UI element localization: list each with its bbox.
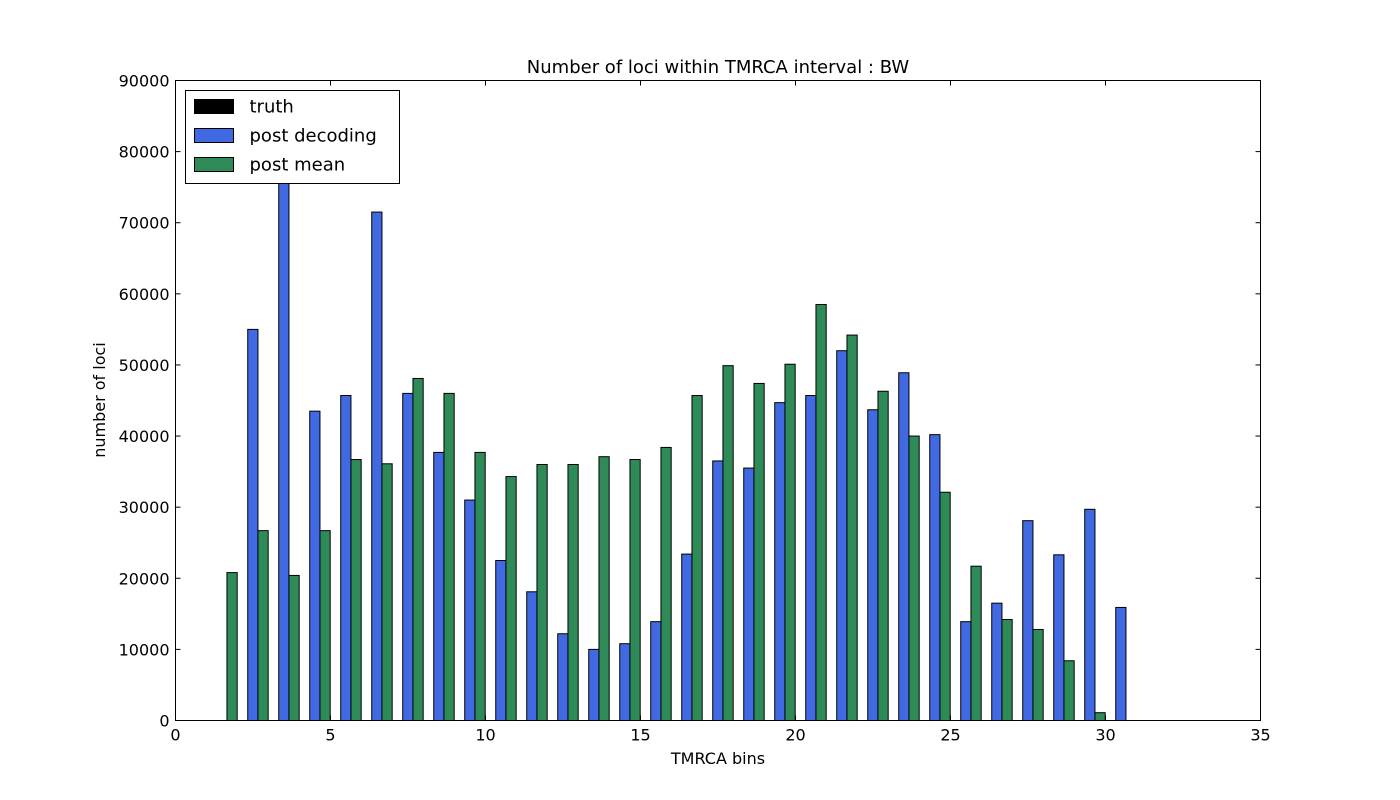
x-axis-label: TMRCA bins [670,749,765,768]
bar [226,572,238,721]
bar [278,179,290,722]
bar [743,467,755,721]
bar [1115,606,1127,722]
bar [567,464,579,721]
bar [557,633,569,721]
bar [712,460,724,721]
bar [650,621,662,722]
bar [753,382,765,721]
x-tick-label: 35 [1250,726,1270,745]
bar [846,334,858,721]
bar [350,459,362,721]
y-tick-label: 50000 [119,356,170,375]
y-axis-label: number of loci [90,342,109,458]
bar [464,499,476,721]
bar [371,211,383,722]
bar [691,395,703,721]
x-tick-label: 10 [475,726,495,745]
bar [722,365,734,721]
bar [257,530,269,722]
bar [288,574,300,722]
series-post-decoding [247,179,1127,722]
bar [588,648,600,722]
x-tick-label: 5 [325,726,335,745]
bar [505,476,517,722]
x-tick-label: 20 [785,726,805,745]
legend: truth post decoding post mean [185,90,400,184]
bar [629,459,641,721]
bar [495,560,507,721]
bars-group [226,179,1127,722]
y-tick-label: 70000 [119,214,170,233]
y-tick-label: 40000 [119,427,170,446]
y-tick-label: 10000 [119,640,170,659]
bar [474,451,486,721]
bar [402,392,414,721]
bar [1001,619,1013,721]
x-axis: 0 5 10 15 20 25 30 35 [170,80,1271,745]
bar [774,402,786,721]
legend-swatch [194,99,234,114]
legend-swatch [194,157,234,172]
bar [1094,712,1106,722]
bar [805,395,817,721]
bar [309,410,321,721]
bar [1063,660,1075,721]
legend-swatch [194,128,234,143]
bar [991,602,1003,722]
bar [319,530,331,722]
bar [1053,554,1065,721]
bar [526,591,538,721]
bar [877,390,889,721]
y-tick-label: 20000 [119,569,170,588]
bar [619,643,631,722]
bar [1084,508,1096,721]
bar [412,377,424,721]
bar [939,491,951,721]
bar [784,363,796,721]
x-tick-label: 25 [940,726,960,745]
x-tick-label: 30 [1095,726,1115,745]
y-tick-label: 60000 [119,285,170,304]
legend-label: post decoding [250,126,377,147]
legend-label: post mean [250,155,346,176]
series-post-mean [226,304,1106,722]
bar [970,565,982,722]
bar [867,409,879,721]
bar [929,434,941,721]
legend-label: truth [250,97,294,118]
x-tick-label: 15 [630,726,650,745]
plot-frame [175,80,1261,721]
bar [598,456,610,721]
bar [681,553,693,721]
y-tick-label: 80000 [119,143,170,162]
bar [815,304,827,721]
bar [381,463,393,721]
chart-title: Number of loci within TMRCA interval : B… [527,57,910,78]
y-tick-label: 0 [159,712,169,731]
bar [660,446,672,721]
bar [898,372,910,721]
bar [433,451,445,721]
bar [960,621,972,722]
bar [908,435,920,721]
bar [1022,520,1034,722]
bar [836,350,848,721]
x-tick-label: 0 [170,726,180,745]
y-axis: 0 10000 20000 30000 40000 50000 60000 70000 8000… [119,72,1261,731]
bar [340,395,352,721]
bar [1032,628,1044,722]
bar [443,392,455,721]
bar [247,328,259,721]
y-tick-label: 30000 [119,498,170,517]
bar [536,464,548,721]
y-tick-label: 90000 [119,72,170,91]
